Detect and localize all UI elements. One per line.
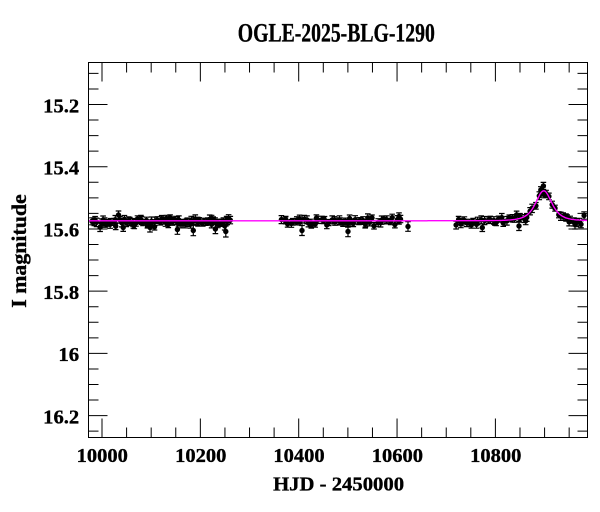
svg-text:10000: 10000: [77, 445, 128, 467]
svg-text:10800: 10800: [470, 445, 521, 467]
svg-text:15.8: 15.8: [43, 282, 79, 304]
svg-text:10200: 10200: [175, 445, 226, 467]
svg-text:OGLE-2025-BLG-1290: OGLE-2025-BLG-1290: [238, 19, 435, 48]
svg-text:10600: 10600: [372, 445, 423, 467]
svg-text:16.2: 16.2: [43, 406, 79, 428]
svg-text:15.4: 15.4: [43, 158, 79, 180]
svg-text:15.2: 15.2: [43, 95, 79, 117]
svg-text:16: 16: [58, 344, 79, 366]
svg-text:I magnitude: I magnitude: [7, 194, 31, 308]
svg-text:10400: 10400: [273, 445, 324, 467]
svg-text:HJD - 2450000: HJD - 2450000: [273, 474, 404, 496]
svg-text:15.6: 15.6: [43, 220, 79, 242]
